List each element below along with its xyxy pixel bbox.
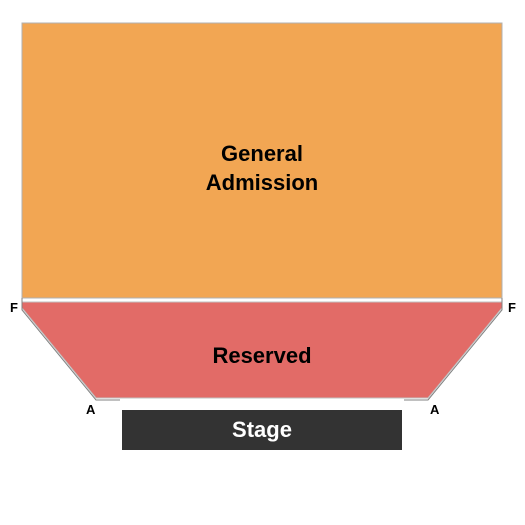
row-marker-a-right: A bbox=[430, 402, 439, 417]
row-marker-f-left: F bbox=[10, 300, 18, 315]
stage-label: Stage bbox=[232, 417, 292, 443]
row-marker-a-left: A bbox=[86, 402, 95, 417]
seating-chart: GeneralAdmission Reserved Stage F F A A bbox=[0, 0, 525, 525]
stage-section: Stage bbox=[122, 410, 402, 450]
row-marker-f-right: F bbox=[508, 300, 516, 315]
general-admission-label: GeneralAdmission bbox=[162, 140, 362, 197]
reserved-label: Reserved bbox=[182, 343, 342, 369]
